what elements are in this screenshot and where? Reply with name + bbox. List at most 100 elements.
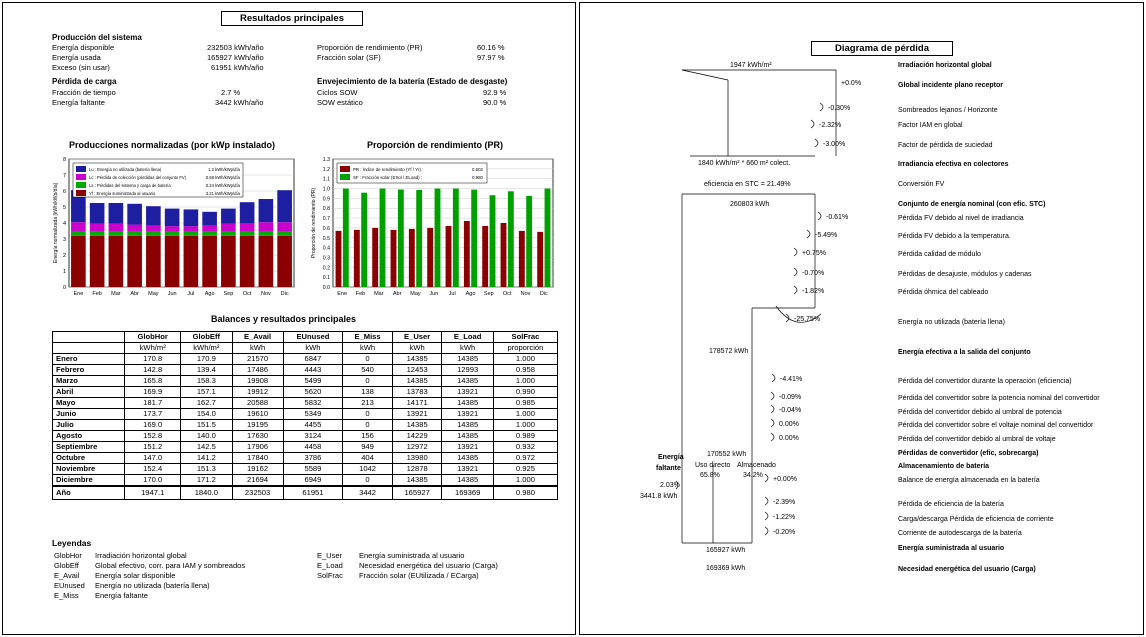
value-cell: 12453 bbox=[391, 364, 443, 376]
bar bbox=[463, 221, 470, 287]
bar bbox=[335, 230, 342, 287]
bar-segment bbox=[277, 231, 292, 236]
x-tick-label: Jun bbox=[429, 291, 438, 297]
value-cell: 13921 bbox=[441, 386, 494, 398]
column-unit: proporción bbox=[492, 342, 559, 354]
table-row: Diciembre 170.0 171.2 21694 6949 0 14385 14385 1… bbox=[51, 474, 559, 487]
y-tick-label: 6 bbox=[63, 189, 66, 195]
loss-hook bbox=[819, 102, 824, 112]
y-tick-label: 0.4 bbox=[323, 246, 330, 252]
bar-segment bbox=[239, 231, 255, 236]
norm-chart-title: Producciones normalizadas (por kWp insta… bbox=[69, 140, 276, 150]
bar bbox=[408, 228, 415, 287]
prod-label-2: Exceso (sin usar) bbox=[52, 63, 110, 72]
bar-segment bbox=[127, 235, 142, 287]
value-cell: 158.3 bbox=[180, 375, 233, 387]
stored-label: Almacenado bbox=[737, 462, 776, 469]
month-cell: Abril bbox=[51, 386, 126, 398]
column-unit: kWh bbox=[282, 342, 344, 354]
loss-pct: +0.0% bbox=[841, 80, 861, 87]
value-cell: 14385 bbox=[441, 375, 494, 387]
legend-key: E_Miss bbox=[54, 591, 79, 600]
month-cell: Agosto bbox=[51, 430, 126, 442]
y-tick-label: 4 bbox=[63, 221, 66, 227]
value-cell: 14385 bbox=[441, 430, 494, 442]
value-cell: 1.000 bbox=[492, 408, 559, 420]
value-cell: 14385 bbox=[391, 419, 443, 431]
bar-segment bbox=[146, 231, 161, 236]
loss-hook bbox=[764, 473, 769, 483]
bar-segment bbox=[183, 226, 199, 232]
bar-segment bbox=[89, 223, 105, 232]
value-cell: 21570 bbox=[231, 353, 284, 365]
x-tick-label: Jun bbox=[168, 291, 177, 297]
bar bbox=[379, 188, 386, 287]
loss-pct: -1.22% bbox=[773, 514, 795, 521]
bar bbox=[353, 229, 360, 287]
table-row: Marzo 165.8 158.3 19908 5499 0 14385 14385 1.000 bbox=[51, 375, 559, 387]
bar bbox=[500, 223, 507, 287]
legend-label: SF : Fracción solar (ESol / ELoad) : bbox=[353, 175, 422, 180]
value-cell: 0.932 bbox=[492, 441, 559, 453]
value-cell: 3786 bbox=[282, 452, 344, 464]
table-row: Noviembre 152.4 151.3 19162 5589 1042 12878 139… bbox=[51, 463, 559, 475]
prod-label-1: Energía usada bbox=[52, 53, 101, 62]
bar bbox=[361, 192, 368, 287]
loss-diagram-page: Diagrama de pérdida +0.0% -0.30% -2.32% -3.… bbox=[579, 2, 1144, 635]
month-cell: Diciembre bbox=[51, 474, 126, 487]
legend-description: Energía solar disponible bbox=[95, 571, 176, 580]
column-unit: kWh bbox=[342, 342, 393, 354]
battery-header: Envejecimiento de la batería (Estado de … bbox=[317, 77, 508, 86]
battery-label-0: Ciclos SOW bbox=[317, 88, 358, 97]
y-tick-label: 7 bbox=[63, 173, 66, 179]
pr-value: 60.16 % bbox=[477, 43, 505, 52]
header-blank bbox=[51, 331, 126, 343]
value-cell: 13980 bbox=[391, 452, 443, 464]
bar-segment bbox=[71, 231, 86, 236]
normalized-production-chart: 0 1 2 3 4 5 6 7 8 Energía normalizada [kWh/kWp/dí… bbox=[53, 157, 295, 297]
y-tick-label: 5 bbox=[63, 205, 66, 211]
value-cell: 13783 bbox=[391, 386, 443, 398]
loss-label: Pérdida óhmica del cableado bbox=[898, 289, 988, 296]
bar-segment bbox=[108, 235, 124, 287]
results-page: Resultados principales Producción del si… bbox=[2, 2, 576, 635]
x-tick-label: Abr bbox=[130, 291, 139, 297]
column-header: GlobHor bbox=[124, 331, 182, 343]
table-row: Enero 170.8 170.9 21570 6847 0 14385 14385 1.000 bbox=[51, 353, 559, 365]
prod-label-0: Energía disponible bbox=[52, 43, 115, 52]
value-cell: 14385 bbox=[441, 353, 494, 365]
loss-label: Pérdida FV debido a la temperatura. bbox=[898, 233, 1011, 240]
month-cell: Febrero bbox=[51, 364, 126, 376]
unused-arc bbox=[775, 305, 822, 323]
value-cell: 0.925 bbox=[492, 463, 559, 475]
month-cell: Noviembre bbox=[51, 463, 126, 475]
value-cell: 138 bbox=[342, 386, 393, 398]
loss-label: Irradiancia efectiva en colectores bbox=[898, 161, 1009, 168]
prod-value-1: 165927 kWh/año bbox=[207, 53, 264, 62]
bar-segment bbox=[277, 235, 292, 287]
month-cell: Octubre bbox=[51, 452, 126, 464]
value-cell: 13921 bbox=[441, 463, 494, 475]
bar bbox=[482, 225, 489, 287]
bar-segment bbox=[277, 222, 292, 232]
legend-description: Irradiación horizontal global bbox=[95, 551, 187, 560]
loss-label: Pérdida FV debido al nivel de irradianci… bbox=[898, 215, 1024, 222]
y-tick-label: 8 bbox=[63, 157, 66, 163]
value-cell: 14385 bbox=[441, 452, 494, 464]
bar-segment bbox=[108, 203, 124, 224]
x-tick-label: Ene bbox=[73, 291, 83, 297]
value-cell: 3442 bbox=[342, 485, 393, 500]
funnel-left bbox=[681, 69, 729, 81]
loss-label: Corriente de autodescarga de la batería bbox=[898, 530, 1022, 537]
value-cell: 19912 bbox=[231, 386, 284, 398]
bar-segment bbox=[127, 231, 142, 236]
loss-pct: -0.09% bbox=[779, 394, 801, 401]
value-cell: 540 bbox=[342, 364, 393, 376]
value-stc-efficiency: eficiencia en STC = 21.49% bbox=[704, 181, 791, 188]
value-cell: 61951 bbox=[282, 485, 344, 500]
value-cell: 19162 bbox=[231, 463, 284, 475]
value-cell: 1.000 bbox=[492, 353, 559, 365]
value-cell: 1947.1 bbox=[124, 485, 182, 500]
value-cell: 0.980 bbox=[492, 485, 559, 500]
column-header: SolFrac bbox=[492, 331, 559, 343]
